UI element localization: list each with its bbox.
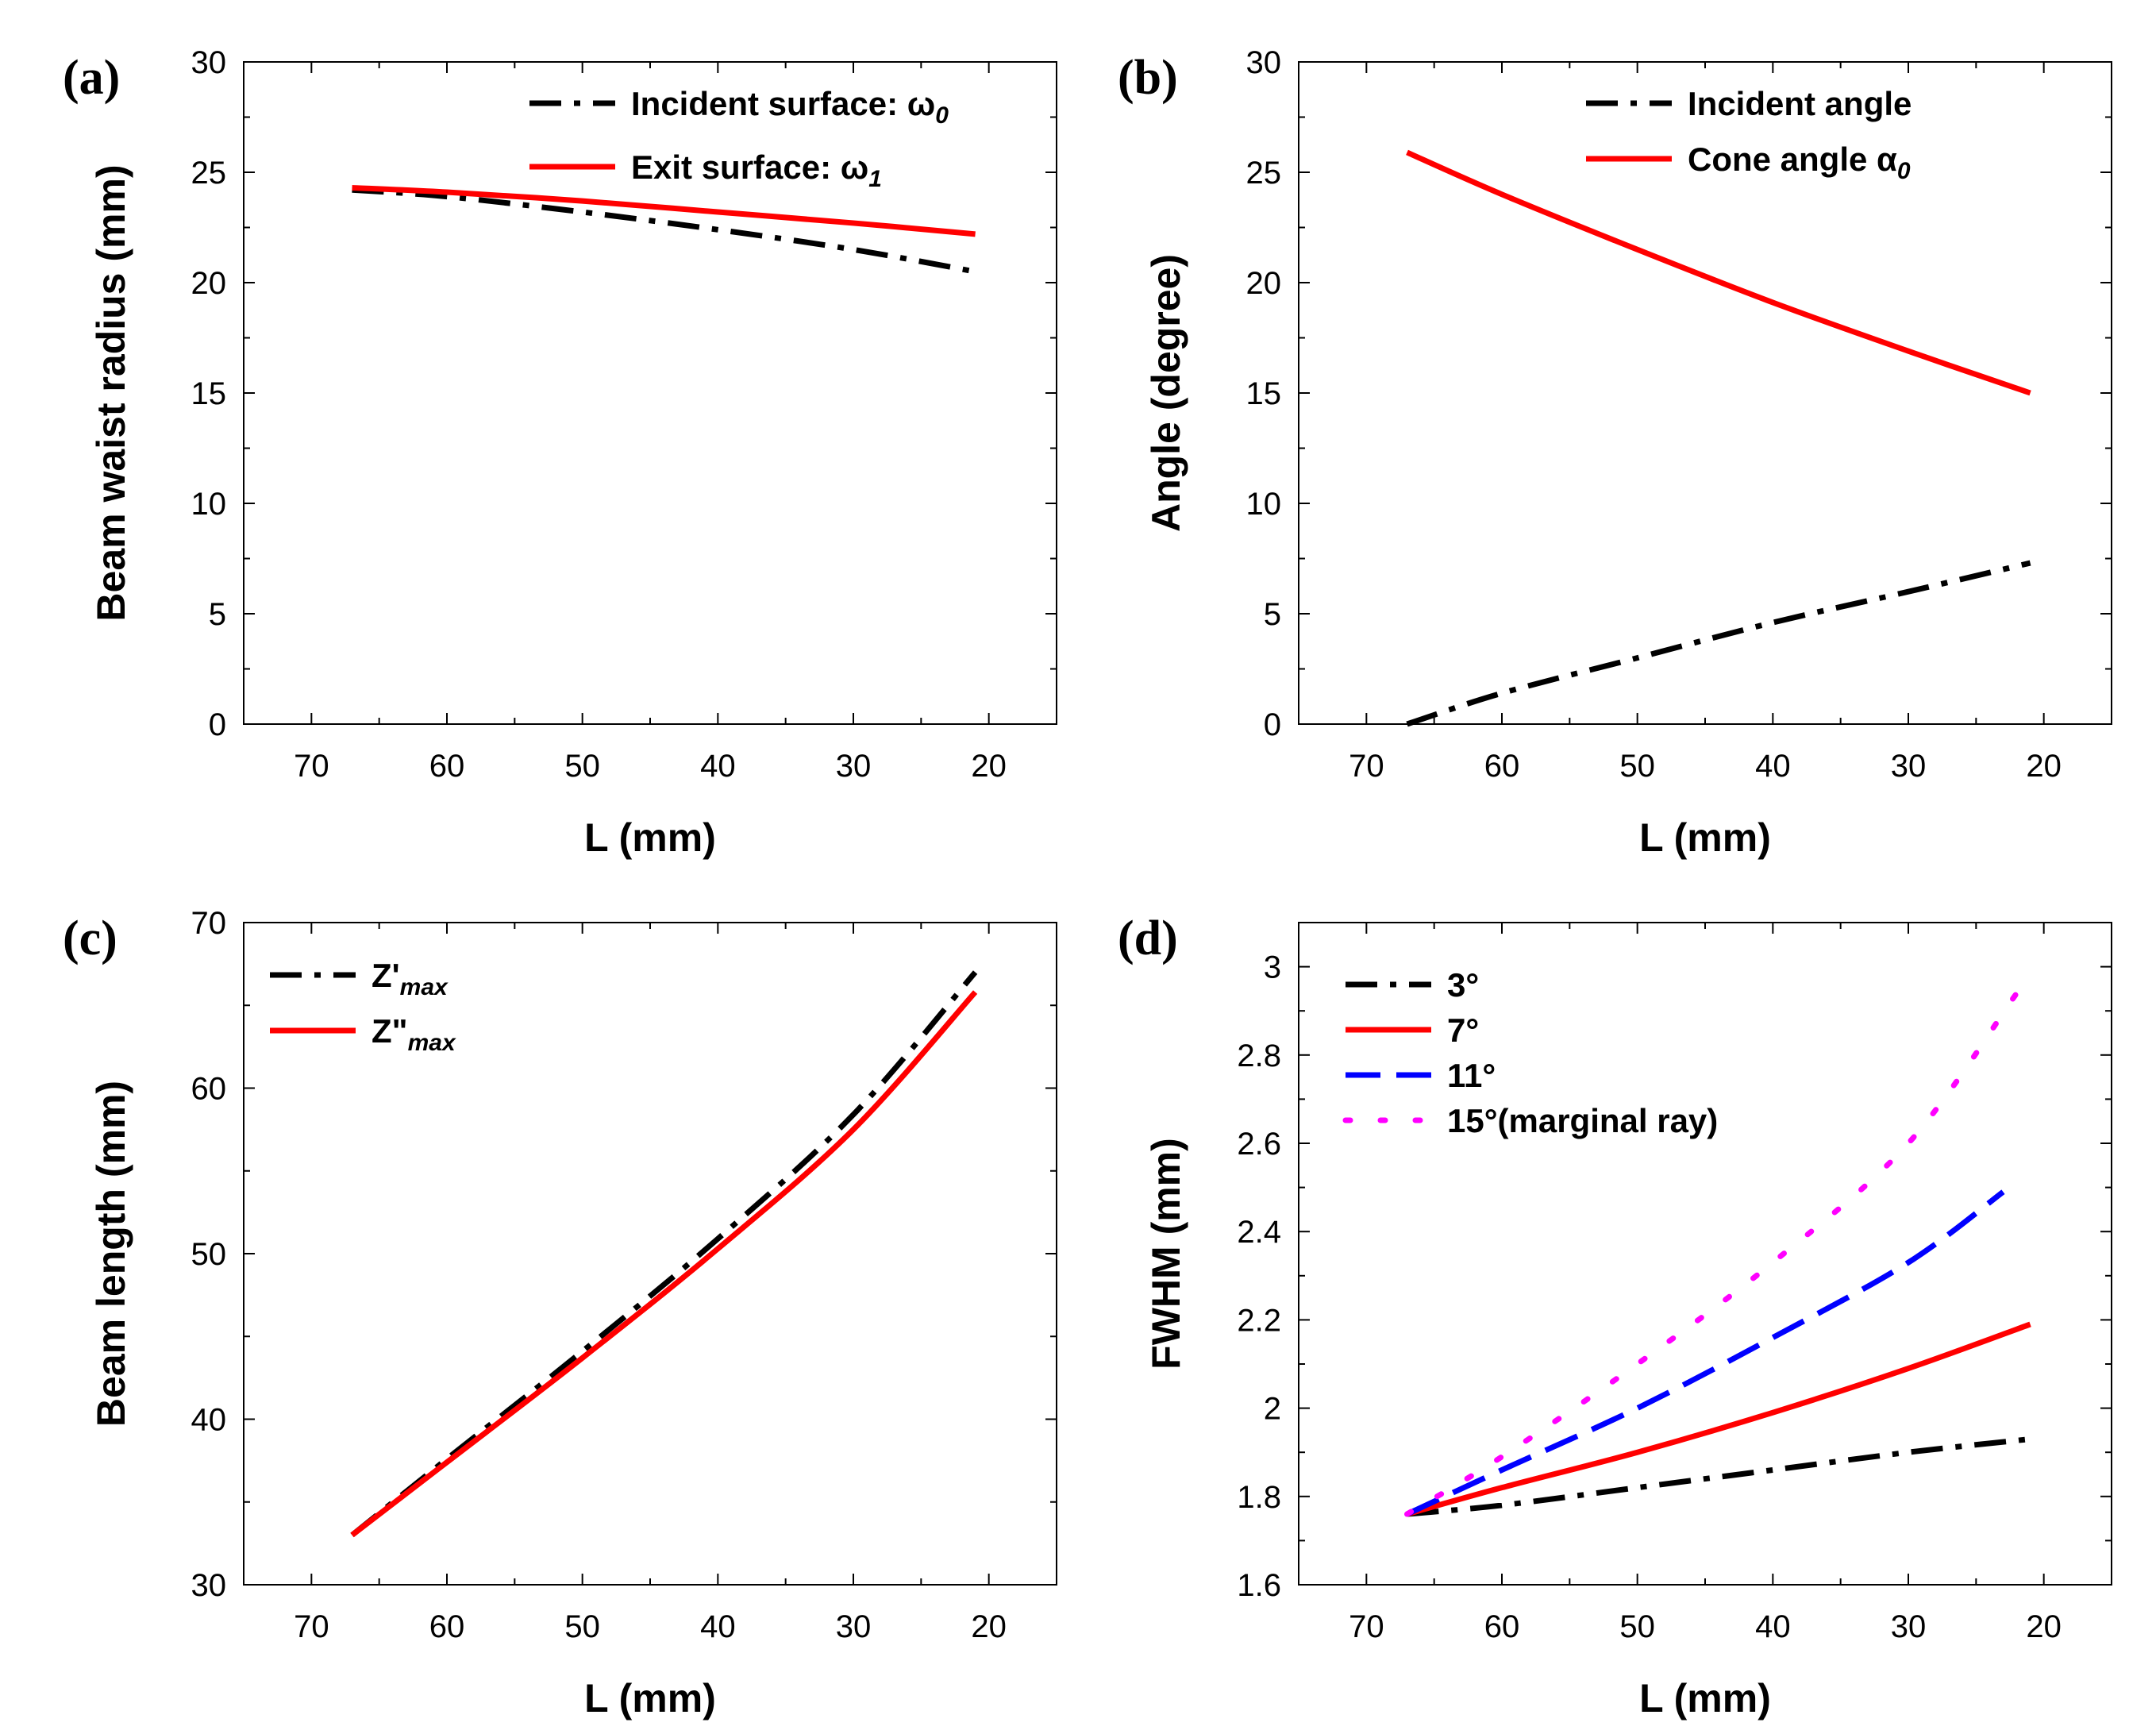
series-line-1 (1406, 560, 2031, 727)
x-tick-label: 20 (971, 749, 1007, 784)
legend-label-1: Incident angle (1688, 85, 1912, 122)
legend-subscript: 0 (1897, 158, 1911, 184)
x-tick-label: 60 (429, 749, 465, 784)
legend-subscript: max (408, 1030, 456, 1056)
x-tick-label: 30 (836, 1609, 872, 1644)
legend-label-4: 15°(marginal ray) (1447, 1102, 1718, 1139)
series-line-4 (1404, 990, 2020, 1517)
y-tick-label: 1.8 (1237, 1480, 1281, 1515)
chart-panel-2: (b) 70 60 50 40 30 20 0 5 10 15 20 25 30 L (mm) Angle (… (1118, 45, 2112, 860)
legend-label-2: Cone angle α0 (1688, 141, 1911, 184)
series-line-2 (352, 184, 976, 237)
panel-label: (a) (63, 51, 120, 105)
y-axis-label: Beam length (mm) (89, 1081, 133, 1427)
y-axis-label: Beam waist radius (mm) (89, 164, 133, 621)
y-tick-label: 70 (191, 906, 227, 941)
legend-subscript: 0 (935, 102, 949, 129)
y-tick-label: 30 (1246, 45, 1282, 80)
x-tick-label: 70 (294, 1609, 329, 1644)
legend-label-2: 7° (1447, 1011, 1479, 1049)
y-tick-label: 40 (191, 1403, 227, 1438)
legend-label-2: Z"max (372, 1012, 456, 1056)
y-tick-label: 2.4 (1237, 1215, 1281, 1250)
y-tick-label: 5 (209, 597, 226, 632)
x-tick-label: 40 (700, 749, 736, 784)
y-tick-label: 2.8 (1237, 1038, 1281, 1073)
x-tick-label: 50 (1619, 1609, 1655, 1644)
y-tick-label: 15 (1246, 376, 1282, 411)
x-axis-label: L (mm) (1639, 1676, 1771, 1721)
y-tick-label: 2.6 (1237, 1127, 1281, 1162)
x-tick-label: 60 (1484, 749, 1520, 784)
panel-label: (d) (1118, 911, 1178, 965)
x-tick-label: 70 (1349, 749, 1384, 784)
series-line-1 (352, 187, 976, 275)
legend-label-1: Incident surface: ω0 (631, 85, 949, 129)
panel-label: (c) (63, 911, 117, 965)
y-tick-label: 30 (191, 1568, 227, 1603)
y-tick-label: 25 (1246, 156, 1282, 191)
y-tick-label: 30 (191, 45, 227, 80)
y-tick-label: 20 (1246, 266, 1282, 301)
x-tick-label: 20 (2026, 1609, 2062, 1644)
x-axis-label: L (mm) (584, 815, 716, 860)
x-tick-label: 50 (564, 1609, 600, 1644)
series-line-2 (1406, 149, 2031, 396)
legend-label-1: Z'max (372, 957, 449, 1000)
x-tick-label: 40 (700, 1609, 736, 1644)
series-line-3 (1406, 1189, 2005, 1517)
x-tick-label: 60 (1484, 1609, 1520, 1644)
legend-label-2: Exit surface: ω1 (631, 148, 882, 192)
plot-frame (1298, 922, 2112, 1586)
x-tick-label: 70 (1349, 1609, 1384, 1644)
y-tick-label: 2.2 (1237, 1303, 1281, 1338)
y-tick-label: 10 (191, 487, 227, 522)
y-tick-label: 50 (191, 1237, 227, 1272)
chart-panel-4: (d) 70 60 50 40 30 20 1.6 1.8 2 2.2 2.4 2.6 2.8 3 L (mm… (1118, 911, 2112, 1721)
legend-subscript: 1 (868, 166, 882, 192)
x-axis-label: L (mm) (584, 1676, 716, 1721)
series-line-2 (1406, 1321, 2031, 1517)
x-tick-label: 30 (1891, 1609, 1927, 1644)
x-tick-label: 50 (564, 749, 600, 784)
y-axis-label: FWHM (mm) (1144, 1138, 1188, 1370)
chart-panel-3: (c) 70 60 50 40 30 20 30 40 50 60 70 L (mm) Beam leng… (63, 906, 1057, 1721)
y-tick-label: 5 (1264, 597, 1281, 632)
series-line-1 (1407, 1436, 2031, 1517)
y-tick-label: 10 (1246, 487, 1282, 522)
x-tick-label: 20 (971, 1609, 1007, 1644)
x-tick-label: 20 (2026, 749, 2062, 784)
y-tick-label: 1.6 (1237, 1568, 1281, 1603)
x-tick-label: 30 (1891, 749, 1927, 784)
series-line-2 (350, 990, 978, 1538)
x-tick-label: 40 (1755, 749, 1791, 784)
y-tick-label: 25 (191, 156, 227, 191)
series-line-1 (350, 970, 978, 1538)
legend-label-1: 3° (1447, 966, 1479, 1004)
legend-label-3: 11° (1447, 1057, 1496, 1094)
y-tick-label: 0 (1264, 707, 1281, 742)
y-tick-label: 2 (1264, 1392, 1281, 1427)
y-tick-label: 0 (209, 707, 226, 742)
x-tick-label: 70 (294, 749, 329, 784)
y-axis-label: Angle (degree) (1144, 254, 1188, 532)
y-tick-label: 3 (1264, 950, 1281, 985)
x-tick-label: 60 (429, 1609, 465, 1644)
x-tick-label: 40 (1755, 1609, 1791, 1644)
x-axis-label: L (mm) (1639, 815, 1771, 860)
y-tick-label: 15 (191, 376, 227, 411)
panel-label: (b) (1118, 51, 1178, 105)
x-tick-label: 30 (836, 749, 872, 784)
y-tick-label: 20 (191, 266, 227, 301)
y-tick-label: 60 (191, 1072, 227, 1107)
x-tick-label: 50 (1619, 749, 1655, 784)
legend-subscript: max (400, 974, 449, 1000)
